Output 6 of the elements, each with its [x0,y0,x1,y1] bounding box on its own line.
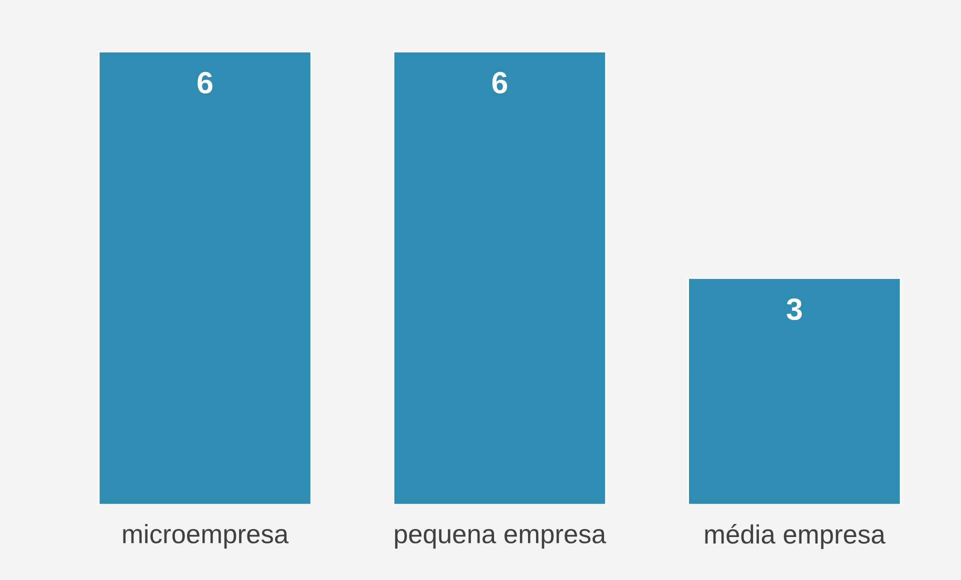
x-tick-label: média empresa [705,524,886,549]
data-label: 6 [198,72,212,94]
x-tick-label: microempresa [123,524,289,549]
data-label: 6 [492,72,508,94]
x-tick-label: pequena empresa [395,528,606,549]
data-label: 3 [786,298,802,320]
